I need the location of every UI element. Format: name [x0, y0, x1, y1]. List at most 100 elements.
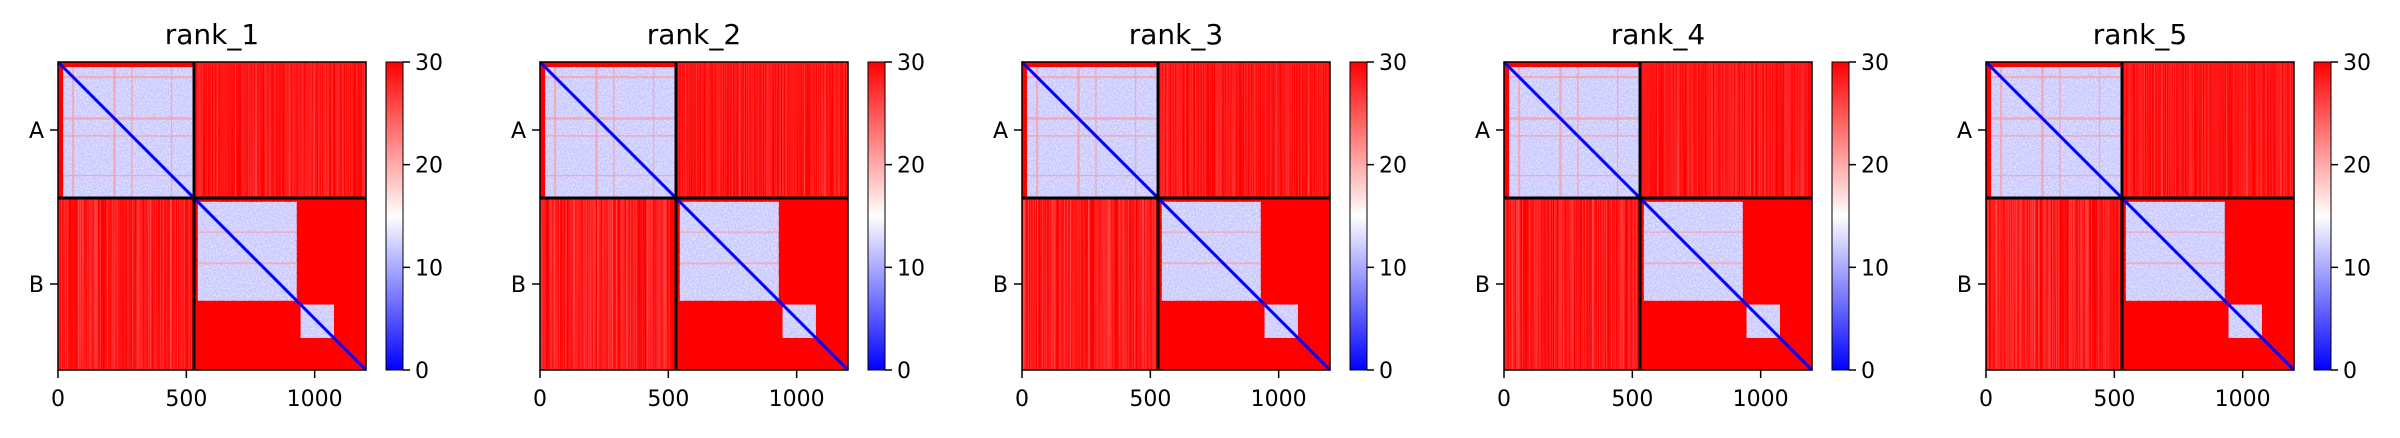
- x-tick-label: 500: [647, 387, 689, 412]
- y-chain-label: A: [993, 119, 1008, 144]
- colorbar-tick-label: 30: [1379, 51, 1407, 76]
- interchain-block-AB: [676, 62, 848, 199]
- y-chain-label: A: [1475, 119, 1490, 144]
- plot-frame: [539, 61, 849, 371]
- x-tick-label: 0: [1979, 387, 1993, 412]
- y-chain-label: B: [511, 273, 526, 298]
- colorbar-tick-label: 20: [1861, 154, 1889, 179]
- chain-a-stripe-h: [63, 117, 195, 120]
- colorbar-tick-label: 0: [1861, 359, 1875, 384]
- y-chain-label: B: [1475, 273, 1490, 298]
- chain-b-stripe-h: [1643, 231, 1743, 233]
- chain-a-stripe-h: [1991, 76, 2123, 79]
- colorbar-tick-label: 10: [415, 256, 443, 281]
- colorbar-tick-label: 10: [1861, 256, 1889, 281]
- interchain-block-BA: [540, 198, 677, 370]
- colorbar: [1831, 61, 1850, 371]
- chain-a-stripe-v: [1077, 67, 1080, 199]
- plot-frame: [57, 61, 367, 371]
- diagonal-line: [1020, 60, 1332, 372]
- colorbar-tick-label: 10: [897, 256, 925, 281]
- chain-a-stripe-h: [63, 135, 195, 137]
- colorbar-tick-label: 30: [415, 51, 443, 76]
- chain-a-stripe-h: [545, 117, 677, 120]
- x-tick-label: 0: [1015, 387, 1029, 412]
- colorbar-tick-label: 30: [2343, 51, 2371, 76]
- y-chain-label: A: [1957, 119, 1972, 144]
- interchain-block-AB: [194, 62, 366, 199]
- interchain-block-AB: [1158, 62, 1330, 199]
- colorbar: [867, 61, 886, 371]
- x-tick-label: 1000: [287, 387, 343, 412]
- panel-title: rank_2: [647, 18, 741, 51]
- colorbar-tick-label: 20: [1379, 154, 1407, 179]
- chain-a-stripe-v: [1134, 67, 1137, 199]
- chain-a-stripe-h: [545, 76, 677, 79]
- colorbar-tick-label: 10: [2343, 256, 2371, 281]
- diagonal-line: [538, 60, 850, 372]
- y-chain-label: A: [29, 119, 44, 144]
- panel-title: rank_5: [2093, 18, 2187, 51]
- x-tick-label: 1000: [1733, 387, 1789, 412]
- chain-b-stripe-h: [197, 262, 297, 265]
- chain-b-stripe-h: [2125, 262, 2225, 265]
- chain-a-stripe-v: [2098, 67, 2101, 199]
- chain-a-stripe-v: [1036, 67, 1039, 199]
- chain-a-stripe-v: [595, 67, 598, 199]
- x-tick-label: 500: [1611, 387, 1653, 412]
- chain-a-stripe-h: [545, 174, 677, 177]
- chain-a-stripe-h: [1509, 135, 1641, 137]
- interchain-block-BA: [58, 198, 195, 370]
- chain-a-stripe-v: [131, 67, 133, 199]
- interchain-block-BA: [1022, 198, 1159, 370]
- x-tick-label: 0: [1497, 387, 1511, 412]
- colorbar-tick-label: 30: [897, 51, 925, 76]
- chain-a-stripe-v: [1518, 67, 1521, 199]
- colorbar-tick-label: 20: [2343, 154, 2371, 179]
- chain-a-stripe-v: [1616, 67, 1619, 199]
- heatmap-panel-1: rank_1 A B 0 500 1000 0 10 20 30: [29, 18, 443, 412]
- chain-a-stripe-v: [1559, 67, 1562, 199]
- chain-a-stripe-v: [613, 67, 615, 199]
- colorbar-tick-label: 0: [897, 359, 911, 384]
- diagonal-line: [1502, 60, 1814, 372]
- interchain-block-BA: [1504, 198, 1641, 370]
- chain-a-stripe-v: [1095, 67, 1097, 199]
- chain-a-stripe-h: [1509, 117, 1641, 120]
- x-tick-label: 1000: [769, 387, 825, 412]
- x-tick-label: 1000: [1251, 387, 1307, 412]
- plot-frame: [1985, 61, 2295, 371]
- chain-a-stripe-h: [1509, 76, 1641, 79]
- heatmap-panel-2: rank_2 A B 0 500 1000 0 10 20 30: [511, 18, 925, 412]
- chain-b-stripe-h: [1161, 262, 1261, 265]
- heatmap-panel-5: rank_5 A B 0 500 1000 0 10 20 30: [1957, 18, 2371, 412]
- interchain-block-AB: [1640, 62, 1812, 199]
- chain-a-stripe-v: [2041, 67, 2044, 199]
- chain-a-stripe-v: [2059, 67, 2061, 199]
- colorbar: [1349, 61, 1368, 371]
- colorbar-tick-label: 20: [897, 154, 925, 179]
- chain-a-stripe-v: [2000, 67, 2003, 199]
- panel-title: rank_3: [1129, 18, 1223, 51]
- colorbar-tick-label: 10: [1379, 256, 1407, 281]
- x-tick-label: 500: [2093, 387, 2135, 412]
- panel-title: rank_1: [165, 18, 259, 51]
- chain-a-stripe-h: [1991, 135, 2123, 137]
- colorbar-tick-label: 0: [2343, 359, 2357, 384]
- interchain-block-AB: [2122, 62, 2294, 199]
- chain-a-stripe-h: [63, 174, 195, 177]
- x-tick-label: 0: [51, 387, 65, 412]
- chain-a-stripe-h: [1027, 135, 1159, 137]
- chain-a-stripe-h: [1991, 174, 2123, 177]
- plot-frame: [1021, 61, 1331, 371]
- colorbar-tick-label: 0: [1379, 359, 1393, 384]
- interchain-block-BA: [1986, 198, 2123, 370]
- chain-b-stripe-h: [197, 231, 297, 233]
- heatmap-panel-3: rank_3 A B 0 500 1000 0 10 20 30: [993, 18, 1407, 412]
- y-chain-label: B: [29, 273, 44, 298]
- chain-a-stripe-v: [1577, 67, 1579, 199]
- colorbar-tick-label: 30: [1861, 51, 1889, 76]
- plot-frame: [1503, 61, 1813, 371]
- y-chain-label: A: [511, 119, 526, 144]
